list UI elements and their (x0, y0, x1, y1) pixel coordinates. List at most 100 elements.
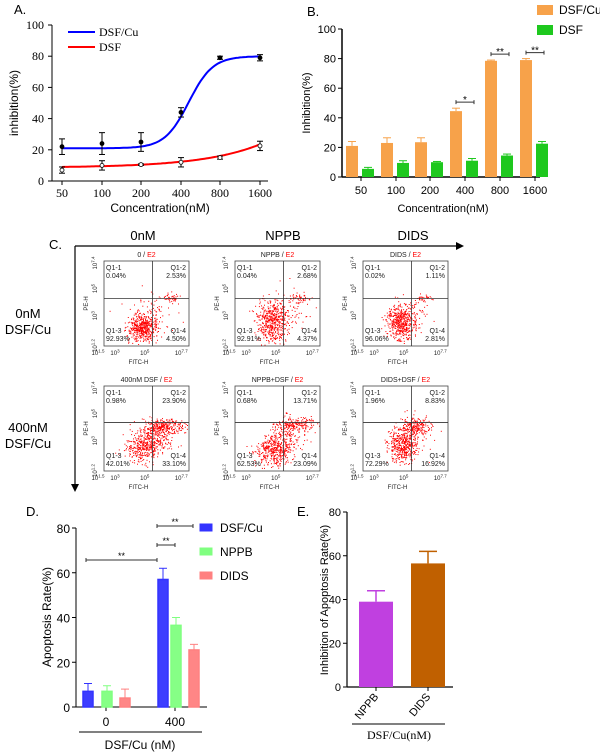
c-scatter-dot (293, 296, 295, 298)
c-scatter-dot (159, 449, 161, 451)
c-scatter-dot (398, 334, 400, 336)
c-scatter-dot (283, 458, 285, 460)
c-scatter-dot (157, 446, 158, 448)
c-scatter-dot (137, 445, 139, 446)
c-scatter-dot (147, 312, 149, 314)
c-scatter-dot (127, 441, 129, 443)
c-scatter-dot (290, 431, 292, 433)
c-scatter-dot (146, 331, 148, 333)
c-scatter-dot (291, 425, 293, 427)
c-scatter-dot (280, 448, 282, 450)
c-scatter-dot (413, 326, 415, 328)
c-scatter-dot (395, 462, 397, 464)
c-quadrant-name: Q1-1 (237, 390, 253, 397)
c-scatter-dot (277, 424, 279, 426)
c-scatter-dot (129, 446, 131, 447)
c-scatter-dot (310, 420, 312, 422)
c-scatter-dot (155, 426, 157, 428)
c-scatter-dot (144, 427, 146, 429)
c-scatter-dot (285, 340, 287, 342)
c-scatter-dot (142, 328, 144, 330)
c-scatter-dot (269, 441, 270, 442)
c-scatter-dot (136, 446, 138, 448)
c-scatter-dot (139, 440, 141, 442)
c-scatter-dot (396, 447, 398, 449)
c-scatter-dot (392, 311, 394, 313)
c-scatter-dot (146, 328, 148, 330)
c-scatter-dot (405, 433, 407, 435)
c-column-header: DIDS (397, 228, 428, 243)
c-scatter-dot (272, 305, 274, 307)
c-scatter-dot (284, 318, 285, 320)
c-scatter-dot (274, 442, 276, 444)
c-plot-title-sample: NPPB+DSF / (252, 377, 295, 384)
d-significance-label: ** (118, 551, 126, 561)
b-bar-DSF/Cu (346, 145, 358, 177)
c-row-header: DSF/Cu (5, 436, 51, 451)
c-scatter-dot (417, 441, 418, 443)
c-scatter-dot (281, 452, 283, 454)
c-scatter-dot (273, 338, 275, 340)
c-scatter-dot (163, 439, 165, 441)
c-scatter-dot (403, 319, 405, 321)
c-scatter-dot (147, 452, 149, 454)
c-scatter-dot (292, 320, 294, 322)
c-scatter-dot (154, 320, 156, 322)
c-scatter-dot (295, 315, 297, 317)
c-scatter-dot (281, 312, 283, 314)
c-scatter-dot (396, 313, 397, 315)
c-scatter-dot (140, 333, 142, 335)
b-bar-DSF (466, 160, 478, 177)
e-y-tick-label: 60 (329, 551, 341, 563)
c-scatter-dot (175, 429, 177, 431)
c-scatter-dot (165, 442, 167, 444)
c-scatter-dot (288, 447, 290, 449)
b-x-tick-label: 400 (456, 185, 474, 197)
c-scatter-dot (155, 428, 157, 430)
c-plot-title-sample: 0 / (137, 252, 147, 259)
c-scatter-dot (415, 428, 417, 430)
c-scatter-dot (417, 430, 419, 431)
c-scatter-dot (306, 425, 308, 426)
c-quadrant-name: Q1-4 (429, 453, 445, 460)
c-scatter-dot (399, 330, 401, 332)
c-scatter-dot (264, 334, 266, 336)
c-scatter-dot (256, 315, 258, 317)
c-scatter-dot (288, 443, 290, 445)
c-scatter-dot (309, 299, 311, 301)
c-scatter-dot (276, 440, 278, 442)
c-scatter-dot (182, 424, 183, 426)
c-scatter-dot (291, 421, 293, 423)
c-scatter-dot (289, 422, 291, 424)
c-scatter-dot (300, 424, 302, 426)
c-scatter-dot (277, 457, 279, 459)
c-scatter-dot (154, 300, 156, 302)
c-scatter-dot (284, 319, 286, 321)
c-scatter-dot (171, 428, 172, 430)
c-scatter-dot (131, 445, 133, 447)
c-scatter-dot (289, 434, 291, 436)
c-scatter-dot (154, 443, 156, 445)
c-scatter-dot (416, 425, 418, 427)
c-scatter-dot (289, 430, 291, 432)
c-scatter-dot (289, 435, 291, 436)
c-scatter-dot (412, 418, 414, 420)
c-scatter-dot (401, 319, 403, 321)
c-scatter-dot (406, 451, 407, 453)
c-scatter-dot (410, 338, 412, 340)
c-scatter-dot (292, 295, 294, 297)
c-scatter-dot (392, 329, 394, 331)
c-scatter-dot (142, 341, 144, 342)
c-scatter-dot (264, 441, 266, 443)
c-scatter-dot (416, 443, 418, 445)
c-scatter-dot (283, 294, 285, 296)
c-scatter-dot (401, 441, 403, 443)
c-scatter-dot (159, 427, 161, 429)
c-scatter-dot (284, 455, 286, 457)
c-scatter-dot (299, 296, 301, 298)
c-scatter-dot (264, 304, 265, 306)
c-x-tick-label: 103 (241, 473, 251, 482)
c-scatter-dot (264, 344, 266, 346)
c-scatter-dot (273, 321, 275, 323)
c-scatter-dot (139, 456, 141, 458)
